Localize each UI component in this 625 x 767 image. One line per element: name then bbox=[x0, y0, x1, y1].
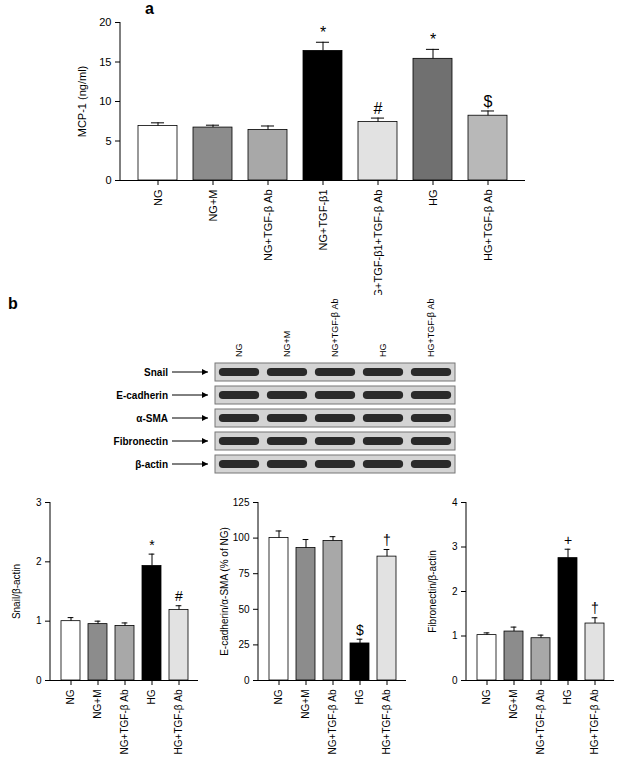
svg-text:100: 100 bbox=[233, 532, 250, 543]
svg-text:HG+TGF-β Ab: HG+TGF-β Ab bbox=[381, 689, 392, 754]
svg-text:0: 0 bbox=[244, 675, 250, 686]
svg-text:2: 2 bbox=[452, 586, 458, 597]
svg-text:NG: NG bbox=[152, 190, 164, 207]
svg-text:β-actin: β-actin bbox=[135, 459, 168, 470]
svg-text:NG+M: NG+M bbox=[282, 331, 292, 357]
svg-text:10: 10 bbox=[99, 95, 111, 107]
svg-text:NG+TGF-β Ab: NG+TGF-β Ab bbox=[327, 689, 338, 754]
svg-text:NG+TGF-β Ab: NG+TGF-β Ab bbox=[535, 689, 546, 754]
svg-text:NG+TGF-β Ab: NG+TGF-β Ab bbox=[330, 299, 340, 357]
svg-text:1: 1 bbox=[36, 615, 42, 626]
svg-text:HG: HG bbox=[354, 689, 365, 704]
svg-text:NG+TGF-β Ab: NG+TGF-β Ab bbox=[119, 689, 130, 754]
svg-text:4: 4 bbox=[452, 497, 458, 508]
svg-text:#: # bbox=[175, 588, 183, 604]
svg-text:3: 3 bbox=[36, 497, 42, 508]
svg-text:125: 125 bbox=[233, 497, 250, 508]
svg-text:α-SMA: α-SMA bbox=[136, 413, 168, 424]
svg-text:*: * bbox=[149, 537, 155, 553]
svg-text:E-cadherin/α-SMA (% of NG): E-cadherin/α-SMA (% of NG) bbox=[219, 527, 230, 656]
svg-text:NG+TGF-β1: NG+TGF-β1 bbox=[317, 190, 329, 251]
svg-text:NG: NG bbox=[273, 689, 284, 704]
svg-text:2: 2 bbox=[36, 556, 42, 567]
svg-text:3: 3 bbox=[452, 541, 458, 552]
svg-text:E-cadherin: E-cadherin bbox=[116, 390, 168, 401]
svg-text:0: 0 bbox=[452, 675, 458, 686]
svg-text:HG: HG bbox=[562, 689, 573, 704]
svg-text:†: † bbox=[591, 600, 599, 616]
svg-text:0: 0 bbox=[105, 174, 111, 186]
svg-text:NG+TGF-β1+TGF-β Ab: NG+TGF-β1+TGF-β Ab bbox=[372, 190, 384, 296]
svg-text:#: # bbox=[374, 100, 383, 117]
html-text:b: b bbox=[8, 295, 18, 312]
svg-text:20: 20 bbox=[99, 16, 111, 28]
svg-text:NG: NG bbox=[481, 689, 492, 704]
svg-text:50: 50 bbox=[238, 604, 250, 615]
svg-text:MCP-1 (ng/ml): MCP-1 (ng/ml) bbox=[76, 66, 88, 138]
svg-text:0: 0 bbox=[36, 675, 42, 686]
svg-text:HG+TGF-β Ab: HG+TGF-β Ab bbox=[426, 299, 436, 357]
svg-text:NG+M: NG+M bbox=[300, 690, 311, 719]
svg-text:HG: HG bbox=[146, 689, 157, 704]
svg-text:1: 1 bbox=[452, 630, 458, 641]
svg-text:NG+M: NG+M bbox=[92, 690, 103, 719]
svg-text:NG: NG bbox=[65, 689, 76, 704]
svg-text:25: 25 bbox=[238, 639, 250, 650]
svg-text:HG+TGF-β Ab: HG+TGF-β Ab bbox=[482, 190, 494, 261]
svg-text:Fibronectin/β-actin: Fibronectin/β-actin bbox=[427, 550, 438, 632]
html-text:a: a bbox=[145, 0, 154, 17]
svg-text:Snail: Snail bbox=[144, 367, 168, 378]
svg-text:*: * bbox=[430, 31, 436, 48]
svg-text:$: $ bbox=[356, 622, 364, 638]
svg-text:NG+M: NG+M bbox=[508, 690, 519, 719]
svg-text:*: * bbox=[320, 24, 326, 41]
svg-text:Fibronectin: Fibronectin bbox=[114, 436, 168, 447]
svg-text:15: 15 bbox=[99, 56, 111, 68]
svg-text:NG: NG bbox=[234, 344, 244, 358]
svg-text:+: + bbox=[564, 532, 572, 548]
svg-text:$: $ bbox=[484, 93, 493, 110]
svg-text:HG+TGF-β Ab: HG+TGF-β Ab bbox=[173, 689, 184, 754]
svg-text:NG+TGF-β Ab: NG+TGF-β Ab bbox=[262, 190, 274, 261]
svg-text:HG: HG bbox=[378, 344, 388, 358]
svg-text:75: 75 bbox=[238, 568, 250, 579]
svg-text:HG+TGF-β Ab: HG+TGF-β Ab bbox=[589, 689, 600, 754]
svg-text:5: 5 bbox=[105, 135, 111, 147]
svg-text:NG+M: NG+M bbox=[207, 190, 219, 222]
svg-text:HG: HG bbox=[427, 190, 439, 207]
svg-text:†: † bbox=[383, 532, 391, 548]
svg-text:Snail/β-actin: Snail/β-actin bbox=[11, 564, 22, 619]
